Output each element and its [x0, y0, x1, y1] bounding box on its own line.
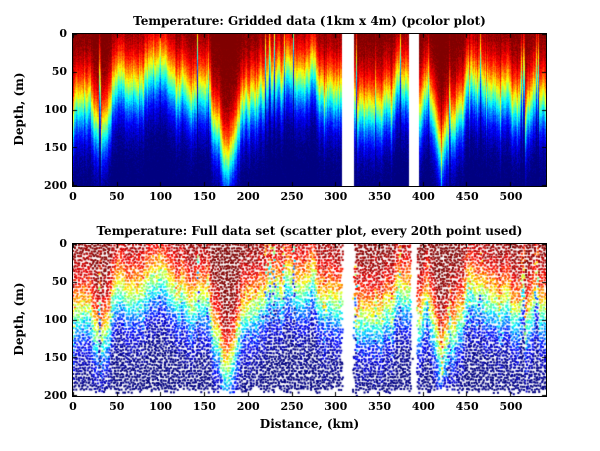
x-tick-label: 50: [109, 400, 125, 413]
x-tick-label: 500: [499, 400, 523, 413]
pcolor-plot-canvas: [72, 33, 547, 187]
y-tick-label: 200: [44, 179, 67, 192]
y-axis-label-top: Depth, (m): [12, 72, 26, 146]
y-tick-label: 150: [44, 141, 67, 154]
x-tick-label: 250: [280, 190, 304, 203]
pcolor-plot-title: Temperature: Gridded data (1km x 4m) (pc…: [133, 14, 486, 28]
x-tick-label: 500: [499, 190, 523, 203]
x-tick-label: 250: [280, 400, 304, 413]
y-tick-label: 0: [59, 237, 67, 250]
x-tick-label: 100: [149, 400, 173, 413]
x-tick-label: 50: [109, 190, 125, 203]
y-tick-label: 200: [44, 389, 67, 402]
x-tick-label: 350: [368, 190, 392, 203]
x-tick-label: 400: [411, 400, 435, 413]
x-tick-label: 150: [192, 400, 216, 413]
x-tick-label: 300: [324, 190, 348, 203]
y-tick-label: 50: [51, 65, 67, 78]
scatter-plot-canvas: [72, 243, 547, 397]
x-tick-label: 450: [455, 190, 479, 203]
y-axis-label-bottom: Depth, (m): [12, 282, 26, 356]
x-tick-label: 0: [69, 190, 77, 203]
y-tick-label: 100: [44, 103, 67, 116]
x-tick-label: 200: [236, 190, 260, 203]
scatter-plot-title: Temperature: Full data set (scatter plot…: [96, 224, 523, 238]
y-tick-label: 100: [44, 313, 67, 326]
x-tick-label: 300: [324, 400, 348, 413]
x-tick-label: 450: [455, 400, 479, 413]
y-tick-label: 150: [44, 351, 67, 364]
x-tick-label: 150: [192, 190, 216, 203]
x-tick-label: 350: [368, 400, 392, 413]
y-tick-label: 0: [59, 27, 67, 40]
x-tick-label: 100: [149, 190, 173, 203]
x-tick-label: 200: [236, 400, 260, 413]
x-tick-label: 400: [411, 190, 435, 203]
y-tick-label: 50: [51, 275, 67, 288]
x-axis-label: Distance, (km): [259, 417, 360, 431]
x-tick-label: 0: [69, 400, 77, 413]
